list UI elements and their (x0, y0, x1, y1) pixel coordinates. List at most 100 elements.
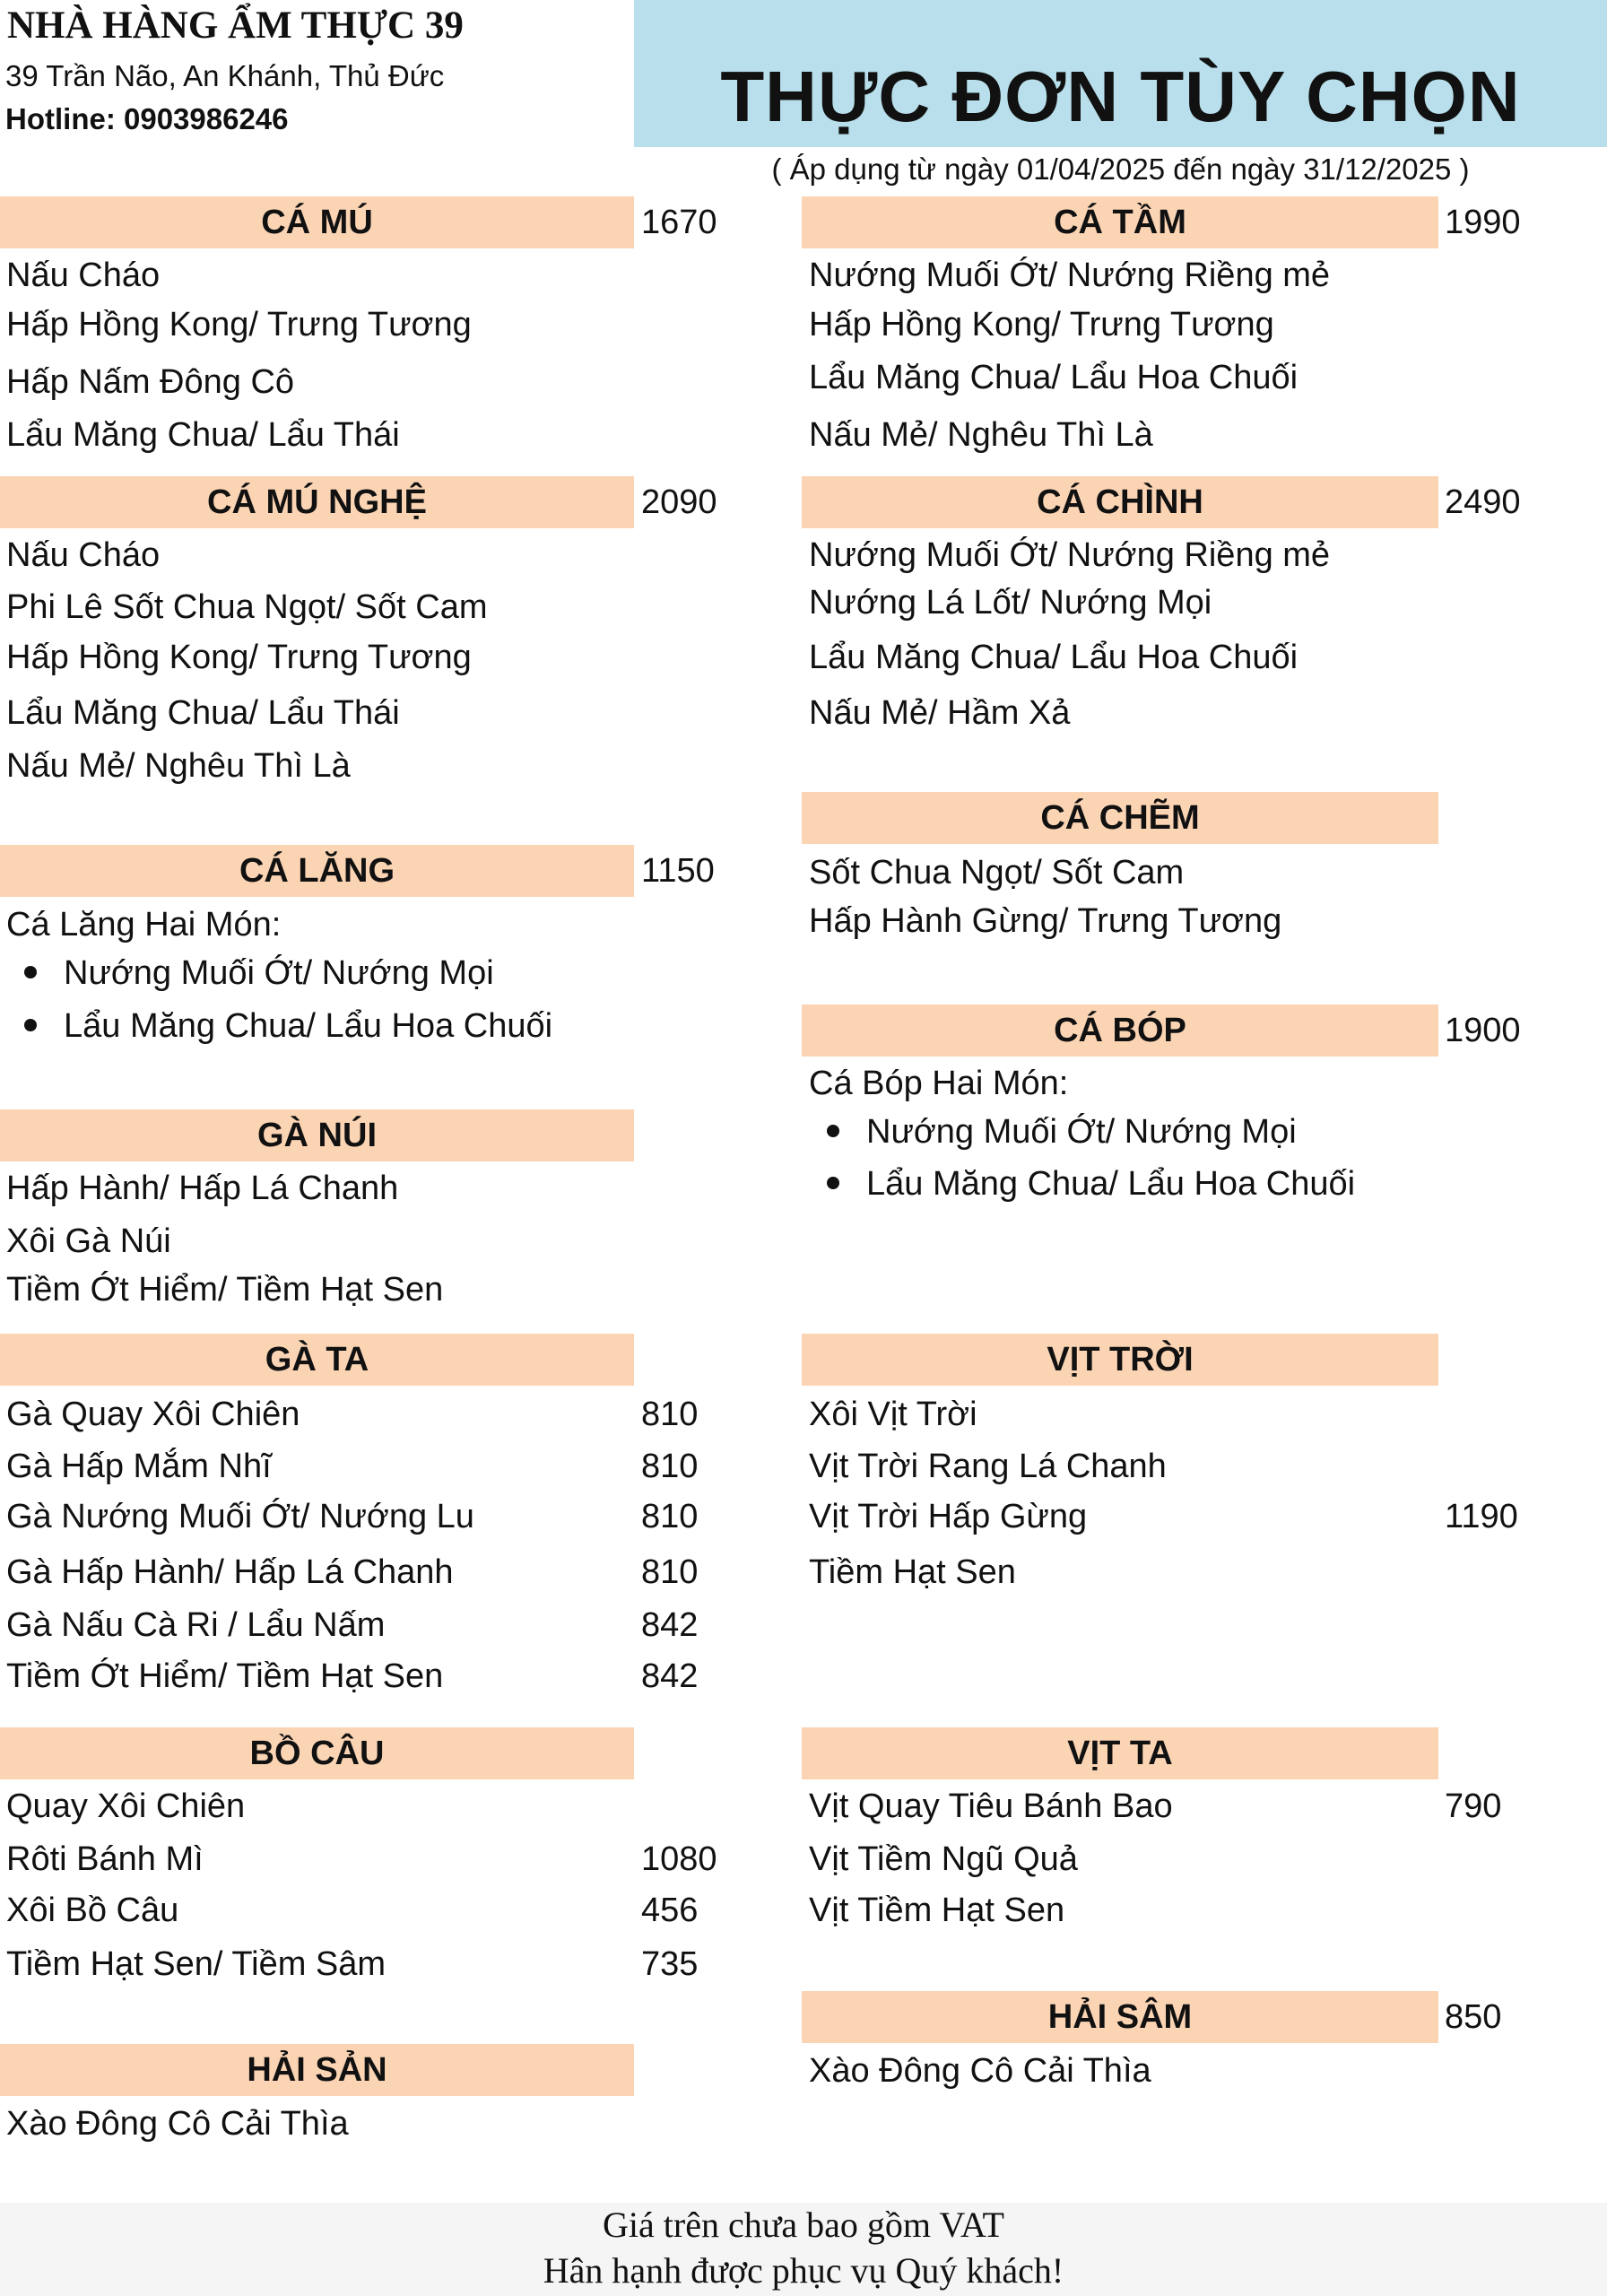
item-name: Phi Lê Sốt Chua Ngọt/ Sốt Cam (6, 588, 488, 626)
item-name: Gà Hấp Hành/ Hấp Lá Chanh (6, 1553, 454, 1591)
item-name: Xôi Vịt Trời (809, 1396, 977, 1433)
item-name: Xào Đông Cô Cải Thìa (6, 2105, 349, 2143)
item-price: 810 (641, 1396, 699, 1433)
bullet-item: Lẩu Măng Chua/ Lẩu Hoa Chuối (809, 1161, 1355, 1206)
item-name: Lẩu Măng Chua/ Lẩu Thái (6, 416, 400, 454)
item-name: Lẩu Măng Chua/ Lẩu Hoa Chuối (809, 359, 1299, 396)
menu-item: Nấu Mẻ/ Hầm Xả (809, 691, 1070, 735)
bullet-icon (827, 1124, 839, 1137)
item-name: Nướng Muối Ớt/ Nướng Riềng mẻ (809, 257, 1331, 294)
item-name: Gà Nướng Muối Ớt/ Nướng Lu (6, 1498, 474, 1535)
item-name: Nướng Muối Ớt/ Nướng Mọi (64, 954, 494, 992)
menu-item: Gà Nấu Cà Ri / Lẩu Nấm (6, 1603, 385, 1648)
menu-item: Sốt Chua Ngọt/ Sốt Cam (809, 850, 1184, 895)
item-name: Cá Bóp Hai Món: (809, 1065, 1069, 1102)
section-header: CÁ MÚ (0, 196, 634, 248)
item-name: Gà Nấu Cà Ri / Lẩu Nấm (6, 1606, 386, 1644)
item-name: Xôi Bồ Câu (6, 1892, 179, 1929)
menu-item: Hấp Hồng Kong/ Trưng Tương (6, 635, 472, 680)
menu-item: Xào Đông Cô Cải Thìa (6, 2101, 349, 2146)
item-price: 810 (641, 1553, 699, 1591)
menu-item: Nấu Cháo (6, 253, 160, 298)
item-price: 1080 (641, 1840, 717, 1878)
section-header: CÁ TẦM (802, 196, 1438, 248)
item-name: Hấp Hồng Kong/ Trưng Tương (6, 306, 472, 344)
section-price: 1670 (641, 204, 717, 241)
item-name: Nấu Mẻ/ Nghêu Thì Là (6, 747, 351, 785)
menu-item: Xôi Gà Núi (6, 1219, 171, 1264)
menu-item: Lẩu Măng Chua/ Lẩu Thái (6, 691, 400, 735)
section-price: 2090 (641, 483, 717, 521)
item-name: Nấu Cháo (6, 257, 161, 294)
item-name: Nấu Mẻ/ Nghêu Thì Là (809, 416, 1153, 454)
date-range: ( Áp dụng từ ngày 01/04/2025 đến ngày 31… (771, 152, 1470, 186)
item-name: Nướng Muối Ớt/ Nướng Mọi (866, 1113, 1297, 1151)
menu-item: Xôi Vịt Trời (809, 1392, 977, 1437)
bullet-item: Nướng Muối Ớt/ Nướng Mọi (6, 951, 494, 996)
section-header: CÁ CHẼM (802, 792, 1438, 844)
item-name: Lẩu Măng Chua/ Lẩu Hoa Chuối (64, 1007, 553, 1045)
menu-item: Cá Lăng Hai Món: (6, 902, 281, 947)
bullet-item: Nướng Muối Ớt/ Nướng Mọi (809, 1109, 1297, 1154)
item-name: Hấp Hồng Kong/ Trưng Tương (6, 639, 472, 676)
menu-title: THỰC ĐƠN TÙY CHỌN (720, 57, 1521, 136)
menu-item: Tiềm Ớt Hiểm/ Tiềm Hạt Sen (6, 1267, 443, 1312)
item-name: Gà Quay Xôi Chiên (6, 1396, 300, 1433)
section-header: GÀ TA (0, 1334, 634, 1386)
menu-item: Tiềm Hạt Sen/ Tiềm Sâm (6, 1942, 386, 1987)
item-price: 810 (641, 1448, 699, 1485)
menu-item: Xôi Bồ Câu (6, 1888, 178, 1933)
menu-item: Gà Hấp Hành/ Hấp Lá Chanh (6, 1550, 454, 1595)
menu-item: Cá Bóp Hai Món: (809, 1061, 1068, 1106)
menu-item: Phi Lê Sốt Chua Ngọt/ Sốt Cam (6, 585, 488, 630)
section-price: 1150 (641, 852, 715, 890)
menu-item: Hấp Hồng Kong/ Trưng Tương (6, 302, 472, 347)
item-name: Hấp Hành/ Hấp Lá Chanh (6, 1170, 399, 1207)
menu-item: Gà Hấp Mắm Nhĩ (6, 1444, 272, 1489)
item-name: Nướng Muối Ớt/ Nướng Riềng mẻ (809, 536, 1331, 574)
menu-item: Lẩu Măng Chua/ Lẩu Thái (6, 413, 400, 457)
bullet-icon (24, 1018, 37, 1031)
section-header: CÁ CHÌNH (802, 476, 1438, 528)
item-name: Vịt Quay Tiêu Bánh Bao (809, 1787, 1173, 1825)
item-name: Quay Xôi Chiên (6, 1787, 246, 1825)
section-header: CÁ LĂNG (0, 845, 634, 897)
menu-item: Quay Xôi Chiên (6, 1784, 245, 1829)
bullet-item: Lẩu Măng Chua/ Lẩu Hoa Chuối (6, 1004, 552, 1048)
item-name: Nướng Lá Lốt/ Nướng Mọi (809, 584, 1212, 622)
menu-item: Vịt Quay Tiêu Bánh Bao (809, 1784, 1173, 1829)
item-price: 842 (641, 1657, 699, 1695)
section-price: 850 (1445, 1998, 1502, 2036)
item-name: Tiềm Hạt Sen (809, 1553, 1016, 1591)
menu-item: Vịt Trời Rang Lá Chanh (809, 1444, 1167, 1489)
item-name: Hấp Hồng Kong/ Trưng Tương (809, 306, 1274, 344)
menu-item: Nấu Cháo (6, 533, 160, 578)
item-price: 810 (641, 1498, 699, 1535)
section-header: VỊT TA (802, 1727, 1438, 1779)
item-name: Xôi Gà Núi (6, 1222, 171, 1260)
item-price: 842 (641, 1606, 699, 1644)
menu-item: Hấp Nấm Đông Cô (6, 360, 294, 404)
menu-item: Hấp Hành Gừng/ Trưng Tương (809, 899, 1281, 944)
item-name: Nấu Mẻ/ Hầm Xả (809, 694, 1071, 732)
menu-item: Gà Nướng Muối Ớt/ Nướng Lu (6, 1494, 474, 1539)
item-name: Hấp Nấm Đông Cô (6, 363, 295, 401)
item-name: Gà Hấp Mắm Nhĩ (6, 1448, 272, 1485)
section-price: 2490 (1445, 483, 1521, 521)
item-price: 456 (641, 1892, 699, 1929)
title-band (634, 0, 1607, 147)
menu-item: Lẩu Măng Chua/ Lẩu Hoa Chuối (809, 355, 1298, 400)
menu-item: Nướng Lá Lốt/ Nướng Mọi (809, 580, 1212, 625)
item-name: Tiềm Ớt Hiểm/ Tiềm Hạt Sen (6, 1657, 444, 1695)
bullet-icon (827, 1176, 839, 1189)
section-header: VỊT TRỜI (802, 1334, 1438, 1386)
section-header: HẢI SÂM (802, 1991, 1438, 2043)
section-header: CÁ MÚ NGHỆ (0, 476, 634, 528)
item-name: Vịt Tiềm Hạt Sen (809, 1892, 1065, 1929)
bullet-icon (24, 965, 37, 978)
menu-item: Vịt Tiềm Ngũ Quả (809, 1837, 1078, 1882)
footer-band (0, 2203, 1607, 2296)
item-name: Sốt Chua Ngọt/ Sốt Cam (809, 854, 1185, 891)
item-name: Tiềm Ớt Hiểm/ Tiềm Hạt Sen (6, 1271, 444, 1309)
item-name: Xào Đông Cô Cải Thìa (809, 2052, 1151, 2090)
